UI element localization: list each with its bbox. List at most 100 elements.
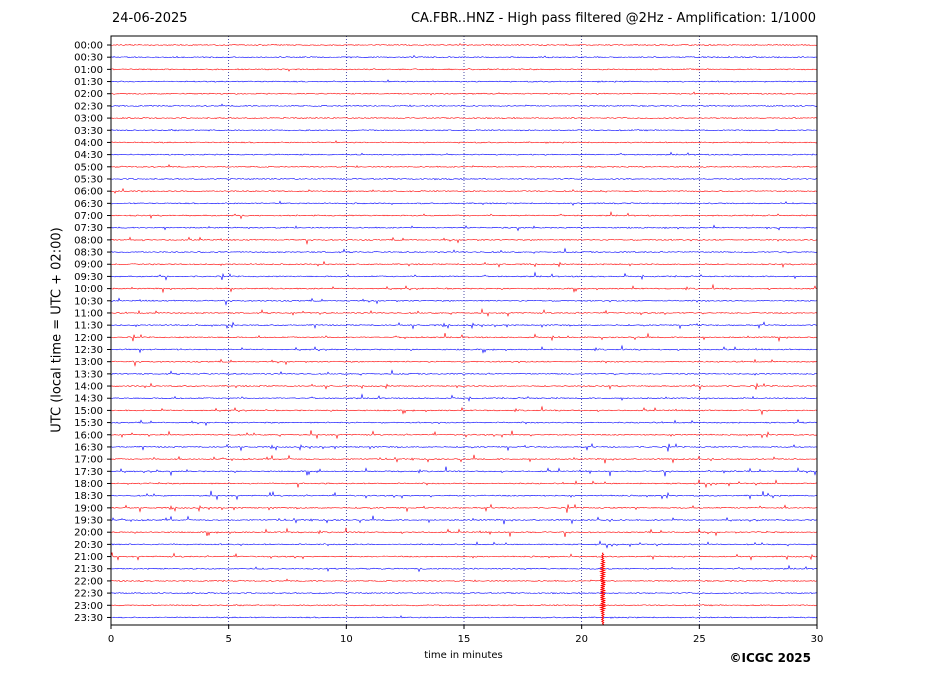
y-tick-label: 02:00 — [74, 89, 103, 100]
y-tick-label: 13:00 — [74, 357, 103, 368]
trace-15:00 — [110, 405, 818, 416]
trace-08:00 — [110, 236, 818, 246]
date-label: 24-06-2025 — [112, 11, 188, 26]
y-tick-label: 07:30 — [74, 223, 103, 234]
trace-01:30 — [110, 79, 818, 83]
y-tick-label: 17:00 — [74, 455, 103, 466]
trace-22:30 — [110, 592, 818, 595]
y-tick-label: 23:30 — [74, 613, 103, 624]
trace-17:00 — [110, 454, 818, 464]
trace-12:30 — [110, 344, 818, 354]
y-tick-label: 06:00 — [74, 187, 103, 198]
y-tick-label: 14:00 — [74, 382, 103, 393]
y-tick-label: 19:30 — [74, 516, 103, 527]
y-tick-label: 03:00 — [74, 114, 103, 125]
y-tick-label: 01:00 — [74, 65, 103, 76]
trace-10:30 — [110, 297, 818, 306]
x-tick-label-10: 10 — [340, 634, 353, 645]
trace-13:30 — [110, 369, 818, 376]
y-tick-label: 20:00 — [74, 528, 103, 539]
trace-02:30 — [110, 103, 818, 108]
trace-00:30 — [110, 54, 818, 59]
y-tick-label: 09:00 — [74, 260, 103, 271]
trace-04:00 — [110, 140, 818, 144]
x-tick-label-0: 0 — [108, 634, 114, 645]
y-tick-label: 00:30 — [74, 53, 103, 64]
y-tick-label: 02:30 — [74, 101, 103, 112]
trace-14:30 — [110, 393, 818, 402]
trace-22:00 — [110, 578, 818, 583]
trace-20:00 — [110, 527, 818, 537]
trace-06:30 — [110, 200, 818, 206]
y-tick-label: 12:30 — [74, 345, 103, 356]
x-tick-label-25: 25 — [693, 634, 706, 645]
y-tick-label: 03:30 — [74, 126, 103, 137]
trace-06:00 — [110, 187, 818, 194]
trace-10:00 — [110, 283, 818, 294]
y-tick-label: 19:00 — [74, 503, 103, 514]
y-tick-label: 21:30 — [74, 564, 103, 575]
trace-16:00 — [110, 430, 818, 440]
y-tick-label: 05:00 — [74, 162, 103, 173]
chart-title: CA.FBR..HNZ - High pass filtered @2Hz - … — [410, 11, 816, 26]
trace-08:30 — [110, 247, 818, 254]
y-tick-label: 23:00 — [74, 601, 103, 612]
trace-11:00 — [110, 307, 818, 317]
x-axis-label: time in minutes — [424, 650, 503, 661]
trace-21:30 — [110, 564, 818, 573]
y-tick-label: 04:30 — [74, 150, 103, 161]
y-tick-label: 07:00 — [74, 211, 103, 222]
y-tick-label: 13:30 — [74, 369, 103, 380]
trace-02:00 — [110, 91, 818, 96]
y-tick-label: 18:30 — [74, 491, 103, 502]
y-tick-label: 04:00 — [74, 138, 103, 149]
y-tick-label: 16:00 — [74, 430, 103, 441]
trace-00:00 — [110, 43, 818, 47]
trace-13:00 — [110, 358, 818, 367]
trace-11:30 — [110, 321, 818, 330]
trace-14:00 — [110, 382, 818, 391]
trace-23:00 — [110, 604, 818, 607]
trace-03:30 — [110, 129, 818, 132]
trace-23:30 — [110, 615, 818, 619]
x-tick-label-20: 20 — [575, 634, 588, 645]
y-tick-label: 20:30 — [74, 540, 103, 551]
trace-18:30 — [110, 490, 818, 501]
trace-12:00 — [110, 332, 818, 343]
y-tick-label: 11:00 — [74, 308, 103, 319]
y-tick-label: 22:30 — [74, 589, 103, 600]
trace-20:30 — [110, 540, 818, 549]
trace-17:30 — [110, 466, 818, 477]
y-tick-label: 18:00 — [74, 479, 103, 490]
trace-04:30 — [110, 151, 818, 156]
trace-07:00 — [110, 211, 818, 220]
trace-05:00 — [110, 163, 818, 168]
y-tick-label: 22:00 — [74, 576, 103, 587]
trace-07:30 — [110, 224, 818, 232]
trace-03:00 — [110, 117, 818, 120]
x-tick-label-30: 30 — [811, 634, 824, 645]
y-tick-label: 11:30 — [74, 321, 103, 332]
y-tick-label: 06:30 — [74, 199, 103, 210]
y-tick-label: 05:30 — [74, 174, 103, 185]
trace-19:00 — [110, 503, 818, 513]
x-tick-label-15: 15 — [458, 634, 471, 645]
y-tick-label: 14:30 — [74, 394, 103, 405]
y-tick-label: 15:00 — [74, 406, 103, 417]
y-tick-label: 00:00 — [74, 41, 103, 52]
y-tick-label: 17:30 — [74, 467, 103, 478]
copyright-label: ©ICGC 2025 — [729, 651, 811, 665]
y-tick-label: 10:00 — [74, 284, 103, 295]
y-tick-label: 21:00 — [74, 552, 103, 563]
y-tick-label: 15:30 — [74, 418, 103, 429]
trace-19:30 — [110, 515, 818, 525]
y-tick-label: 10:30 — [74, 296, 103, 307]
trace-15:30 — [110, 418, 818, 427]
y-tick-label: 08:30 — [74, 248, 103, 259]
trace-09:00 — [110, 260, 818, 269]
y-tick-label: 09:30 — [74, 272, 103, 283]
trace-09:30 — [110, 271, 818, 281]
event-trace — [598, 552, 607, 625]
trace-16:30 — [110, 443, 818, 452]
